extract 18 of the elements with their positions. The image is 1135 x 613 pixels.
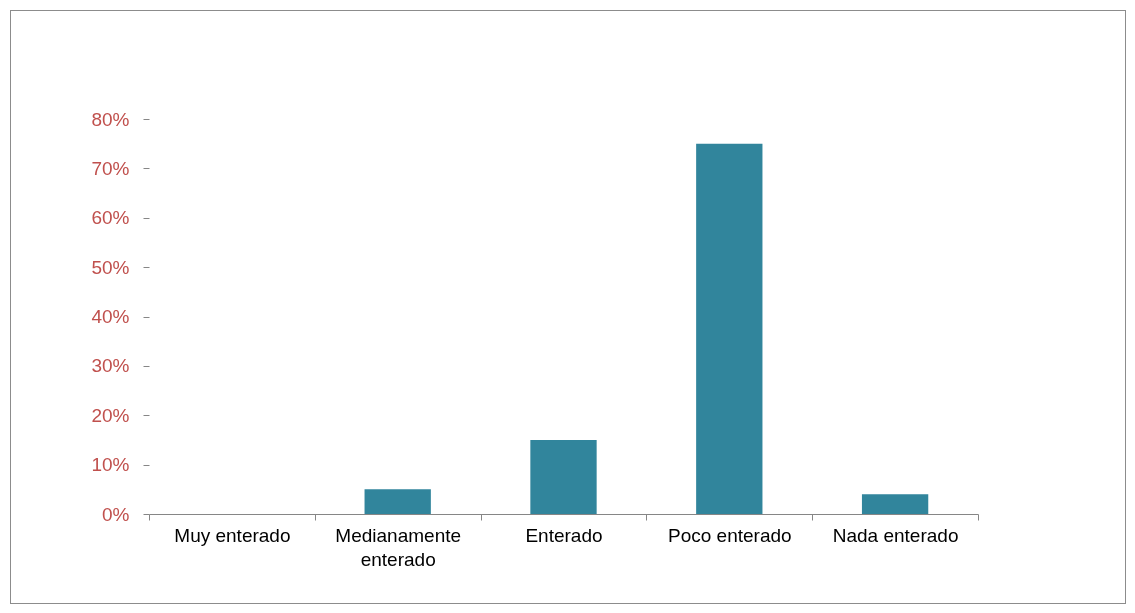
- y-tick-label: 20%: [91, 404, 130, 426]
- bar: [364, 489, 431, 514]
- x-tick-label: Poco enterado: [668, 524, 792, 546]
- y-tick-label: 0%: [102, 503, 130, 525]
- bar: [861, 494, 929, 514]
- y-tick-label: 70%: [91, 157, 130, 179]
- y-tick-label: 60%: [91, 207, 130, 229]
- y-tick-label: 50%: [91, 256, 130, 278]
- y-tick-label: 30%: [91, 355, 130, 377]
- bar: [530, 439, 597, 514]
- x-tick-label: Muy enterado: [174, 524, 291, 546]
- x-tick-label: Enterado: [525, 524, 603, 546]
- x-tick-label: Nada enterado: [832, 524, 959, 546]
- x-tick-label: Medianamente enterado: [335, 524, 462, 570]
- y-tick-label: 80%: [91, 108, 130, 130]
- y-tick-label: 40%: [91, 306, 130, 327]
- bar: [696, 143, 763, 514]
- y-tick-label: 10%: [91, 454, 130, 476]
